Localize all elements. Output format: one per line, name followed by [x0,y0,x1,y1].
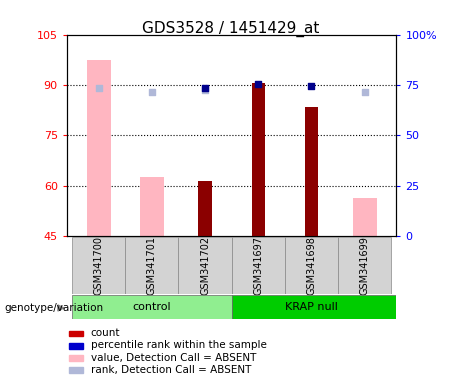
Point [148,89,156,95]
Bar [285,237,338,294]
Text: genotype/variation: genotype/variation [5,303,104,313]
Text: KRAP null: KRAP null [285,302,338,312]
Bar [231,295,396,319]
Point [307,83,315,89]
Text: percentile rank within the sample: percentile rank within the sample [91,341,267,351]
Bar [198,181,212,236]
Text: count: count [91,328,120,338]
Text: GSM341700: GSM341700 [94,236,104,295]
Bar [353,197,377,236]
Text: value, Detection Call = ABSENT: value, Detection Call = ABSENT [91,353,256,362]
Bar [252,83,265,236]
Bar [69,367,83,373]
Text: GSM341697: GSM341697 [253,236,263,295]
Point [361,89,368,95]
Bar [69,331,83,336]
Text: rank, Detection Call = ABSENT: rank, Detection Call = ABSENT [91,365,251,375]
Point [201,87,209,93]
Bar [87,60,111,236]
Text: GSM341702: GSM341702 [200,236,210,295]
Bar [305,107,318,236]
Text: GSM341698: GSM341698 [307,236,316,295]
Text: GSM341699: GSM341699 [360,236,370,295]
Bar [140,177,164,236]
Bar [125,237,178,294]
Bar [72,237,125,294]
Text: control: control [133,302,171,312]
Bar [69,343,83,349]
Bar [338,237,391,294]
Bar [178,237,231,294]
Text: GDS3528 / 1451429_at: GDS3528 / 1451429_at [142,21,319,37]
Point [95,85,102,91]
Point [254,81,262,87]
Bar [231,237,285,294]
Text: GSM341701: GSM341701 [147,236,157,295]
Point [201,85,209,91]
Bar [72,295,231,319]
Bar [69,355,83,361]
